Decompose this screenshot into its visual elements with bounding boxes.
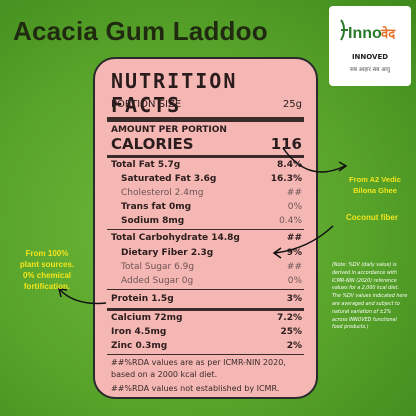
portion-size-value: 25g bbox=[282, 99, 302, 110]
nutrient-label: Dietary Fiber 2.3g bbox=[121, 248, 214, 258]
nutrition-facts-panel: NUTRITION FACTS PORTION SIZE 25g AMOUNT … bbox=[93, 57, 318, 399]
nutrient-value: 16.3% bbox=[270, 174, 302, 184]
nutrient-label: Zinc 0.3mg bbox=[111, 341, 168, 351]
nutrient-row: Saturated Fat 3.6g 16.3% bbox=[121, 174, 302, 184]
dv-note: (Note: %DV (daily value) is derived in a… bbox=[332, 263, 408, 331]
nutrient-value: 0% bbox=[287, 202, 302, 212]
logo-brand-mark: वेद bbox=[380, 26, 396, 42]
calories-row: CALORIES 116 bbox=[111, 135, 302, 153]
nutrient-label: Trans fat 0mg bbox=[121, 202, 192, 212]
nutrient-value: 3% bbox=[286, 294, 302, 304]
nutrient-value: ## bbox=[286, 262, 302, 272]
calories-label: CALORIES bbox=[111, 135, 194, 153]
logo-tagline: सब आहार सब आयु bbox=[350, 67, 390, 73]
divider bbox=[107, 289, 304, 290]
nutrient-row: Iron 4.5mg 25% bbox=[111, 327, 302, 337]
amount-per-portion-row: AMOUNT PER PORTION bbox=[111, 125, 302, 135]
ghee-callout: From A2 Vedic Bilona Ghee bbox=[336, 174, 414, 196]
plant-arrowhead-icon bbox=[58, 288, 68, 298]
plant-arrow-icon bbox=[59, 289, 107, 305]
portion-size-row: PORTION SIZE 25g bbox=[111, 99, 302, 110]
plant-callout-line: fortification. bbox=[23, 282, 71, 291]
brand-logo: Inno वेद INNOVED सब आहार सब आयु bbox=[329, 6, 411, 86]
ghee-arrowhead-icon bbox=[338, 161, 348, 172]
nutrient-row: Protein 1.5g 3% bbox=[111, 294, 302, 304]
nutrient-label: Saturated Fat 3.6g bbox=[121, 174, 217, 184]
nutrient-label: Protein 1.5g bbox=[111, 294, 174, 304]
fiber-arrowhead-icon bbox=[272, 247, 282, 259]
thick-divider bbox=[107, 117, 304, 122]
footnote-not-established: ##%RDA values not established by ICMR. bbox=[111, 384, 280, 393]
nutrient-row: Total Fat 5.7g 8.4% bbox=[111, 160, 302, 170]
nutrient-value: 2% bbox=[286, 341, 302, 351]
nutrient-label: Cholesterol 2.4mg bbox=[121, 188, 204, 198]
calories-value: 116 bbox=[270, 135, 302, 153]
ghee-callout-line: From A2 Vedic bbox=[349, 175, 401, 184]
nutrient-row: Added Sugar 0g 0% bbox=[121, 276, 302, 286]
plant-callout: From 100% plant sources. 0% chemical for… bbox=[4, 248, 90, 292]
divider bbox=[107, 354, 304, 355]
plant-callout-line: From 100% bbox=[25, 249, 69, 258]
nutrient-label: Total Sugar 6.9g bbox=[121, 262, 195, 272]
nutrient-row: Trans fat 0mg 0% bbox=[121, 202, 302, 212]
nutrient-value: ## bbox=[286, 233, 302, 243]
nutrient-value: 8.4% bbox=[277, 160, 302, 170]
innoved-logo-icon: Inno वेद bbox=[340, 19, 396, 42]
nutrient-label: Total Carbohydrate 14.8g bbox=[111, 233, 240, 243]
nutrient-value: 0% bbox=[287, 276, 302, 286]
product-title: Acacia Gum Laddoo bbox=[13, 16, 268, 46]
amount-per-portion-label: AMOUNT PER PORTION bbox=[111, 125, 227, 135]
nutrient-value: 9% bbox=[286, 248, 302, 258]
ghee-arrow-icon bbox=[282, 147, 346, 173]
plant-callout-line: plant sources. bbox=[19, 260, 75, 269]
nutrient-value: ## bbox=[286, 188, 302, 198]
footnote-rda: ##%RDA values are as per ICMR-NIN 2020, … bbox=[111, 358, 286, 379]
nutrient-row: Cholesterol 2.4mg ## bbox=[121, 188, 302, 198]
medium-divider bbox=[107, 308, 304, 311]
nutrient-value: 7.2% bbox=[277, 313, 302, 323]
logo-brand: Inno bbox=[348, 25, 382, 42]
ghee-callout-line: Bilona Ghee bbox=[353, 186, 397, 195]
logo-sub: INNOVED bbox=[351, 53, 389, 61]
nutrient-row: Sodium 8mg 0.4% bbox=[121, 216, 302, 226]
medium-divider bbox=[107, 155, 304, 158]
nutrient-row: Total Sugar 6.9g ## bbox=[121, 262, 302, 272]
nutrient-value: 25% bbox=[280, 327, 302, 337]
nutrient-label: Iron 4.5mg bbox=[111, 327, 167, 337]
nutrient-row: Dietary Fiber 2.3g 9% bbox=[121, 248, 302, 258]
nutrient-label: Sodium 8mg bbox=[121, 216, 185, 226]
nutrition-facts-heading: NUTRITION FACTS bbox=[111, 69, 238, 117]
nutrient-row: Calcium 72mg 7.2% bbox=[111, 313, 302, 323]
nutrient-label: Total Fat 5.7g bbox=[111, 160, 181, 170]
plant-callout-line: 0% chemical bbox=[22, 271, 72, 280]
fiber-arrow-icon bbox=[274, 225, 334, 254]
divider bbox=[107, 229, 304, 230]
nutrient-row: Zinc 0.3mg 2% bbox=[111, 341, 302, 351]
fiber-callout: Coconut fiber bbox=[346, 213, 398, 222]
nutrient-label: Added Sugar 0g bbox=[121, 276, 194, 286]
nutrient-value: 0.4% bbox=[279, 216, 302, 226]
nutrient-label: Calcium 72mg bbox=[111, 313, 183, 323]
portion-size-label: PORTION SIZE bbox=[111, 99, 182, 110]
nutrient-row: Total Carbohydrate 14.8g ## bbox=[111, 233, 302, 243]
